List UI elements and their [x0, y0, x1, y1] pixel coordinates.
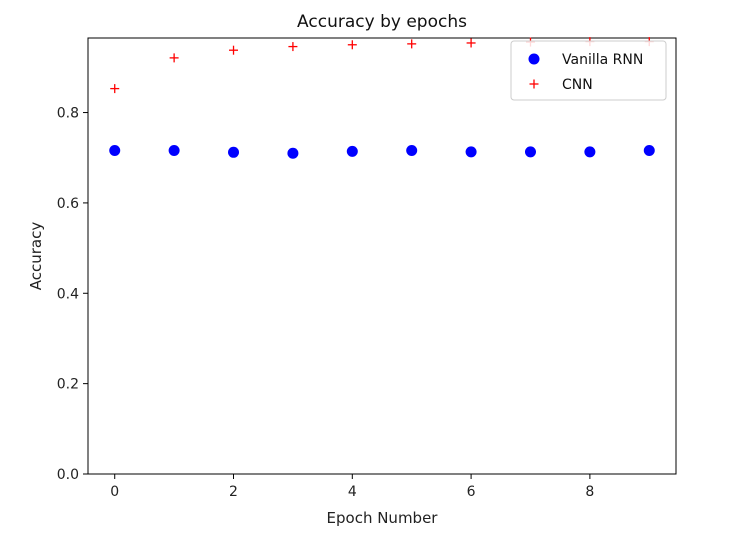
y-axis: 0.0 0.2 0.4 0.6 0.8	[57, 106, 88, 483]
rnn-point	[168, 145, 180, 157]
cnn-point	[229, 45, 239, 55]
y-axis-label: Accuracy	[27, 222, 45, 291]
legend-marker-cnn	[529, 79, 539, 89]
plot-area	[87, 37, 677, 475]
rnn-point	[584, 146, 596, 158]
x-axis: 0 2 4 6 8	[110, 474, 594, 500]
legend: Vanilla RNN CNN	[510, 40, 667, 101]
series-vanilla-rnn	[109, 145, 655, 159]
rnn-point	[346, 145, 358, 157]
data-points	[109, 37, 655, 159]
legend-label: Vanilla RNN	[562, 52, 643, 68]
x-axis-label: Epoch Number	[327, 509, 439, 527]
x-tick-label: 0	[110, 484, 119, 500]
rnn-point	[109, 145, 121, 157]
y-tick-label: 0.8	[57, 106, 79, 122]
cnn-point	[169, 53, 179, 63]
x-tick-label: 4	[348, 484, 357, 500]
x-tick-label: 6	[467, 484, 476, 500]
rnn-point	[228, 146, 240, 158]
cnn-point	[288, 42, 298, 52]
legend-box	[510, 40, 667, 101]
cnn-point	[466, 38, 476, 48]
cnn-point	[407, 39, 417, 49]
y-tick-label: 0.2	[57, 377, 79, 393]
rnn-point	[524, 146, 536, 158]
x-tick-label: 8	[585, 484, 594, 500]
x-tick-label: 2	[229, 484, 238, 500]
legend-label: CNN	[562, 77, 593, 93]
y-tick-label: 0.0	[57, 467, 79, 483]
rnn-point	[643, 145, 655, 157]
cnn-point	[110, 84, 120, 94]
cnn-point	[347, 40, 357, 50]
rnn-point	[406, 145, 418, 157]
y-tick-label: 0.6	[57, 196, 79, 212]
rnn-point	[465, 146, 477, 158]
legend-marker-rnn	[528, 53, 540, 65]
y-tick-label: 0.4	[57, 286, 79, 302]
rnn-point	[287, 147, 299, 159]
chart-title: Accuracy by epochs	[297, 12, 467, 32]
